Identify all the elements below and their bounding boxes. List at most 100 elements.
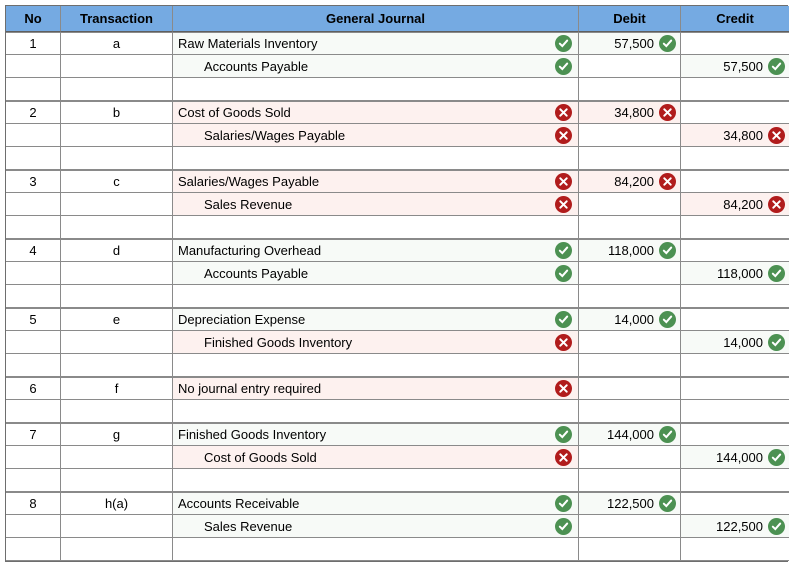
correct-icon: [768, 264, 785, 282]
transaction-cell: c: [61, 170, 173, 193]
transaction-cell: [61, 446, 173, 469]
transaction-cell: [61, 538, 173, 561]
account-cell: [173, 538, 579, 561]
account-cell: Finished Goods Inventory: [173, 423, 579, 446]
debit-cell: [579, 193, 681, 216]
no-cell: 4: [6, 239, 61, 262]
journal-row: 7 g Finished Goods Inventory 144,000: [6, 423, 789, 446]
account-cell: [173, 354, 579, 377]
debit-cell: [579, 354, 681, 377]
account-name: Sales Revenue: [204, 518, 293, 534]
correct-icon: [768, 57, 785, 75]
entry-number: 2: [29, 105, 37, 120]
credit-cell: [681, 32, 789, 55]
journal-row: Sales Revenue 122,500: [6, 515, 789, 538]
no-cell: 6: [6, 377, 61, 400]
credit-amount: 118,000: [716, 265, 763, 281]
credit-cell: 122,500: [681, 515, 789, 538]
transaction-letter: e: [112, 312, 121, 327]
account-name: Salaries/Wages Payable: [178, 174, 320, 189]
journal-row: Cost of Goods Sold 144,000: [6, 446, 789, 469]
incorrect-icon: [555, 195, 572, 213]
account-cell: Salaries/Wages Payable: [173, 124, 579, 147]
correct-icon: [555, 57, 572, 75]
incorrect-icon: [768, 195, 785, 213]
credit-cell: [681, 101, 789, 124]
credit-amount: 84,200: [723, 196, 763, 212]
no-cell: [6, 354, 61, 377]
spacer-row: [6, 538, 789, 561]
entry-number: 4: [29, 243, 37, 258]
debit-cell: [579, 55, 681, 78]
account-cell: Salaries/Wages Payable: [173, 170, 579, 193]
journal-row: 6 f No journal entry required: [6, 377, 789, 400]
journal-row: 3 c Salaries/Wages Payable 84,200: [6, 170, 789, 193]
transaction-cell: [61, 354, 173, 377]
correct-icon: [659, 311, 676, 328]
account-cell: [173, 78, 579, 101]
no-cell: 2: [6, 101, 61, 124]
correct-icon: [555, 311, 572, 328]
account-name: Finished Goods Inventory: [178, 427, 327, 442]
no-cell: [6, 262, 61, 285]
table-body: 1 a Raw Materials Inventory 57,500 Accounts …: [6, 32, 789, 561]
transaction-cell: d: [61, 239, 173, 262]
debit-amount: 122,500: [607, 496, 654, 511]
incorrect-icon: [555, 126, 572, 144]
account-name: Raw Materials Inventory: [178, 36, 318, 51]
account-name: Accounts Payable: [204, 265, 309, 281]
transaction-cell: f: [61, 377, 173, 400]
transaction-letter: a: [112, 36, 121, 51]
incorrect-icon: [555, 173, 572, 190]
header-general-journal: General Journal: [173, 6, 579, 32]
transaction-cell: [61, 78, 173, 101]
correct-icon: [659, 35, 676, 52]
header-credit: Credit: [681, 6, 789, 32]
debit-cell: [579, 331, 681, 354]
credit-cell: 14,000: [681, 331, 789, 354]
correct-icon: [555, 495, 572, 512]
journal-row: 8 h(a) Accounts Receivable 122,500: [6, 492, 789, 515]
credit-cell: [681, 216, 789, 239]
no-cell: [6, 285, 61, 308]
spacer-row: [6, 147, 789, 170]
spacer-row: [6, 216, 789, 239]
account-name: Sales Revenue: [204, 196, 293, 212]
account-name: Cost of Goods Sold: [204, 449, 317, 465]
credit-cell: [681, 239, 789, 262]
debit-amount: 84,200: [614, 174, 654, 189]
no-cell: [6, 147, 61, 170]
incorrect-icon: [768, 126, 785, 144]
incorrect-icon: [555, 448, 572, 466]
transaction-cell: h(a): [61, 492, 173, 515]
debit-cell: 34,800: [579, 101, 681, 124]
transaction-cell: [61, 147, 173, 170]
debit-cell: [579, 124, 681, 147]
account-cell: Cost of Goods Sold: [173, 446, 579, 469]
credit-cell: [681, 285, 789, 308]
entry-number: 5: [29, 312, 37, 327]
account-cell: Accounts Payable: [173, 262, 579, 285]
table-header: No Transaction General Journal Debit Cre…: [6, 6, 789, 32]
credit-cell: [681, 147, 789, 170]
transaction-cell: [61, 262, 173, 285]
account-name: Salaries/Wages Payable: [204, 127, 346, 143]
credit-cell: [681, 377, 789, 400]
no-cell: 8: [6, 492, 61, 515]
debit-cell: 144,000: [579, 423, 681, 446]
journal-row: Accounts Payable 57,500: [6, 55, 789, 78]
correct-icon: [555, 35, 572, 52]
debit-amount: 14,000: [614, 312, 654, 327]
no-cell: [6, 124, 61, 147]
credit-cell: 34,800: [681, 124, 789, 147]
transaction-letter: h(a): [104, 496, 129, 511]
spacer-row: [6, 469, 789, 492]
debit-cell: 118,000: [579, 239, 681, 262]
account-cell: Depreciation Expense: [173, 308, 579, 331]
no-cell: [6, 469, 61, 492]
journal-row: Finished Goods Inventory 14,000: [6, 331, 789, 354]
journal-row: Salaries/Wages Payable 34,800: [6, 124, 789, 147]
debit-amount: 57,500: [614, 36, 654, 51]
incorrect-icon: [555, 333, 572, 351]
spacer-row: [6, 78, 789, 101]
